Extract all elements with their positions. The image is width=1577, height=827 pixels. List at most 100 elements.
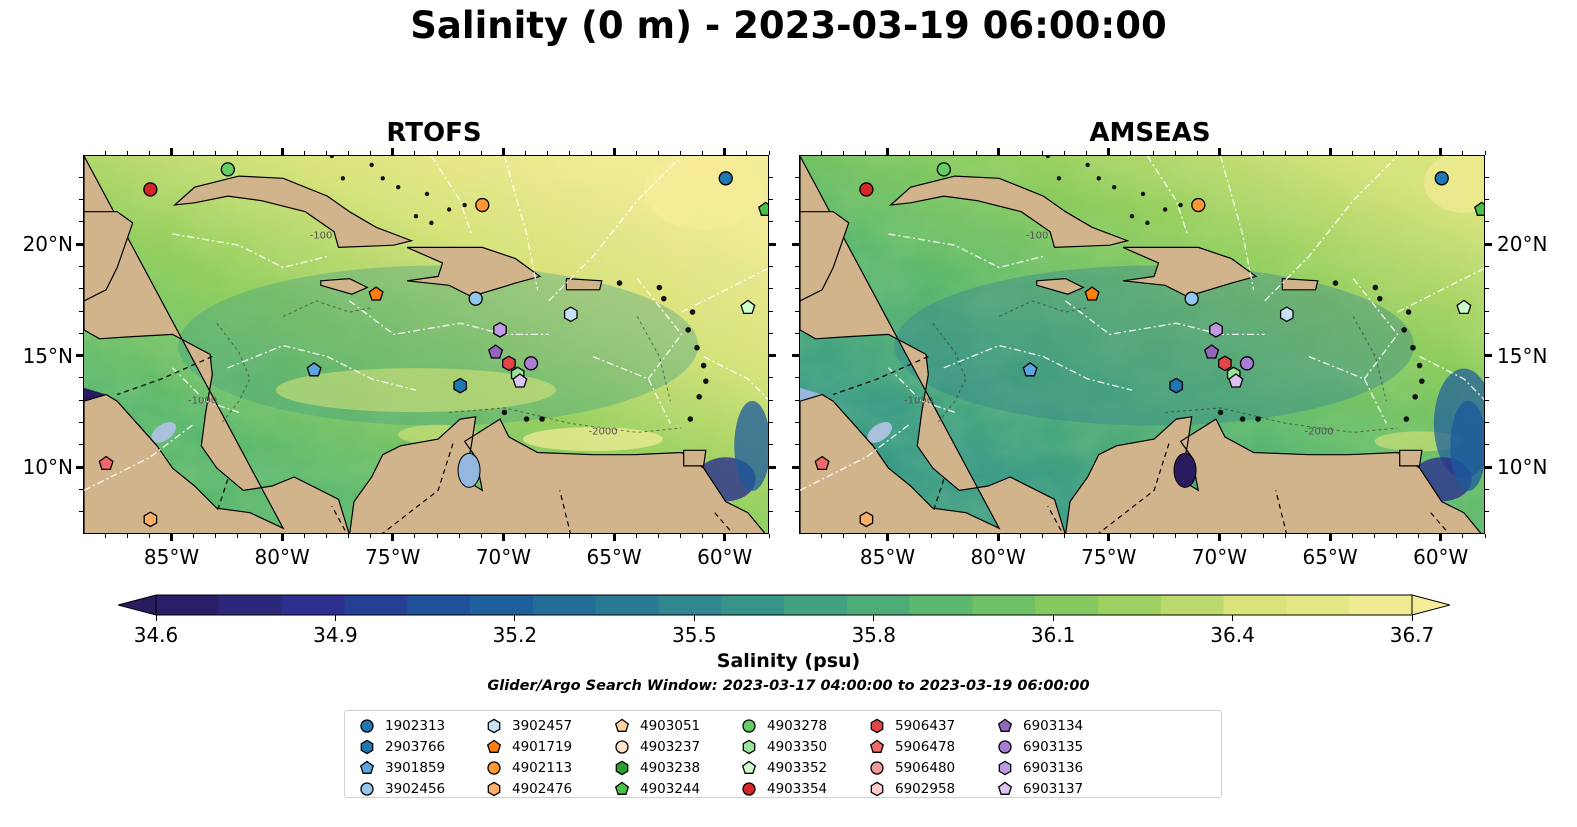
float-marker-4903244[interactable] (758, 201, 769, 216)
float-marker-4903278[interactable] (936, 162, 951, 177)
lon-minor-tick (193, 534, 195, 538)
lon-minor-tick (1484, 534, 1486, 538)
float-marker-4902113[interactable] (1191, 197, 1206, 213)
colorbar-tick (514, 615, 516, 621)
colorbar-bin (1160, 595, 1225, 615)
float-marker-4903352[interactable] (740, 299, 756, 315)
float-marker-6903135[interactable] (1239, 356, 1255, 371)
lat-minor-tick (79, 288, 83, 290)
lat-minor-tick (79, 176, 83, 178)
lon-minor-tick (1329, 151, 1331, 155)
float-marker-6903137[interactable] (1228, 373, 1244, 388)
lon-minor-tick (392, 151, 394, 155)
float-marker-4901719[interactable] (368, 286, 384, 301)
colorbar-bin (1035, 595, 1099, 615)
lon-minor-tick (547, 534, 549, 538)
float-marker-2903766[interactable] (453, 377, 468, 394)
lon-minor-tick (171, 534, 173, 538)
lon-minor-tick (746, 534, 748, 538)
float-marker-5906478[interactable] (98, 455, 114, 471)
float-marker-4902113[interactable] (475, 197, 490, 213)
lon-minor-tick (414, 151, 416, 155)
panel-title-rtofs: RTOFS (386, 118, 482, 148)
map-rtofs[interactable]: -1000 -2000 -100 (83, 155, 769, 534)
float-marker-4903354[interactable] (859, 182, 874, 197)
lat-minor-tick (769, 377, 773, 379)
map-amseas[interactable]: -1000 -2000 -100 (799, 155, 1485, 534)
lon-minor-tick (679, 534, 681, 538)
float-marker-6903135[interactable] (523, 356, 539, 371)
lon-minor-tick (215, 151, 217, 155)
lat-minor-tick (79, 265, 83, 267)
float-marker-3902457[interactable] (563, 306, 578, 323)
float-marker-4901719[interactable] (1084, 286, 1100, 301)
float-marker-5906437[interactable] (1218, 355, 1232, 372)
lon-minor-tick (259, 151, 261, 155)
legend-label: 4903350 (767, 739, 828, 755)
colorbar-tick (693, 615, 695, 621)
lon-minor-tick (635, 534, 637, 538)
float-marker-5906437[interactable] (502, 355, 516, 372)
lat-minor-tick (1485, 399, 1489, 401)
lon-minor-tick (348, 151, 350, 155)
lat-minor-tick (769, 332, 773, 334)
lat-minor-tick (795, 422, 799, 424)
float-marker-1902313[interactable] (1434, 171, 1449, 186)
legend-marker-4902113 (487, 761, 501, 775)
colorbar-bin (658, 595, 722, 615)
float-marker-3902456[interactable] (1184, 291, 1199, 306)
colorbar-bin (1223, 595, 1287, 615)
lon-minor-tick (104, 151, 106, 155)
float-marker-3901859[interactable] (1022, 362, 1038, 377)
float-marker-2903766[interactable] (1169, 377, 1184, 394)
colorbar-tick (873, 615, 875, 621)
float-marker-4902476[interactable] (143, 511, 158, 528)
legend-item-3902457: 3902457 (486, 716, 572, 736)
float-marker-4903352[interactable] (1456, 299, 1472, 315)
legend-item-4901719: 4901719 (486, 737, 572, 757)
lon-minor-tick (953, 534, 955, 538)
legend-marker-6903136 (998, 760, 1012, 776)
lon-minor-tick (502, 534, 504, 538)
float-marker-6903136[interactable] (493, 321, 507, 338)
legend-marker-4903244 (614, 781, 630, 795)
land-cuba (172, 175, 414, 249)
lon-minor-tick (657, 151, 659, 155)
float-marker-6903134[interactable] (488, 344, 504, 359)
legend-item-4902476: 4902476 (486, 779, 572, 799)
float-marker-4903278[interactable] (220, 162, 235, 177)
float-marker-3902456[interactable] (468, 291, 483, 306)
float-marker-6903134[interactable] (1204, 344, 1220, 359)
float-marker-4902476[interactable] (859, 511, 874, 528)
lon-minor-tick (480, 534, 482, 538)
float-marker-6903136[interactable] (1209, 321, 1223, 338)
lon-minor-tick (1130, 534, 1132, 538)
land-southAmerica (1065, 416, 1482, 533)
float-marker-4903354[interactable] (143, 182, 158, 197)
lat-minor-tick (795, 265, 799, 267)
colorbar-tick (334, 615, 336, 621)
lon-minor-tick (1064, 151, 1066, 155)
lat-minor-tick (795, 511, 799, 513)
legend-label: 6903137 (1023, 781, 1084, 797)
land-jamaica (1036, 277, 1085, 295)
legend-item-5906437: 5906437 (869, 716, 955, 736)
land-hispaniola (406, 246, 542, 298)
panel-title-amseas: AMSEAS (1089, 118, 1211, 148)
float-marker-6903137[interactable] (512, 373, 528, 388)
colorbar-bin (407, 595, 471, 615)
float-marker-1902313[interactable] (718, 171, 733, 186)
legend-item-4903354: 4903354 (741, 779, 827, 799)
legend-marker-2903766 (360, 739, 374, 755)
lon-minor-tick (1241, 151, 1243, 155)
lon-minor-tick (820, 151, 822, 155)
float-marker-5906478[interactable] (814, 455, 830, 471)
lat-minor-tick (769, 310, 773, 312)
float-marker-3902457[interactable] (1279, 306, 1294, 323)
lon-minor-tick (414, 534, 416, 538)
lat-minor-tick (79, 399, 83, 401)
lat-tick (769, 465, 776, 469)
float-marker-4903244[interactable] (1474, 201, 1485, 216)
colorbar-tick-label: 35.5 (672, 623, 717, 647)
float-marker-3901859[interactable] (306, 362, 322, 377)
